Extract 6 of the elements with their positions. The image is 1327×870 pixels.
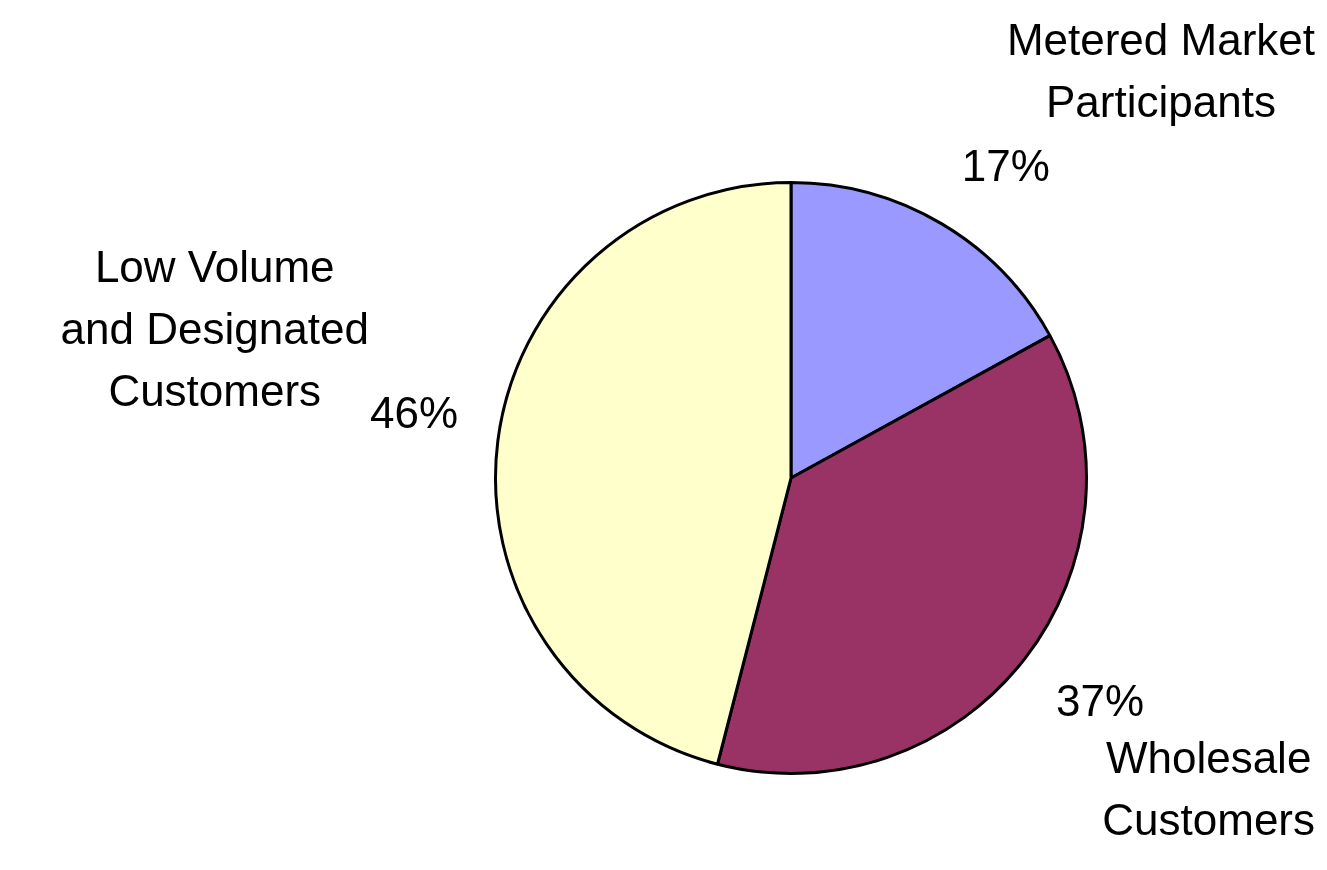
slice-label: Low Volume and Designated Customers (60, 241, 369, 415)
data-label: 37% (1056, 675, 1145, 725)
slice-label: Metered Market Participants (1006, 15, 1315, 127)
data-label: 17% (961, 141, 1050, 191)
data-label: 46% (370, 388, 459, 438)
slice-label: Wholesale Customers (1102, 733, 1315, 845)
